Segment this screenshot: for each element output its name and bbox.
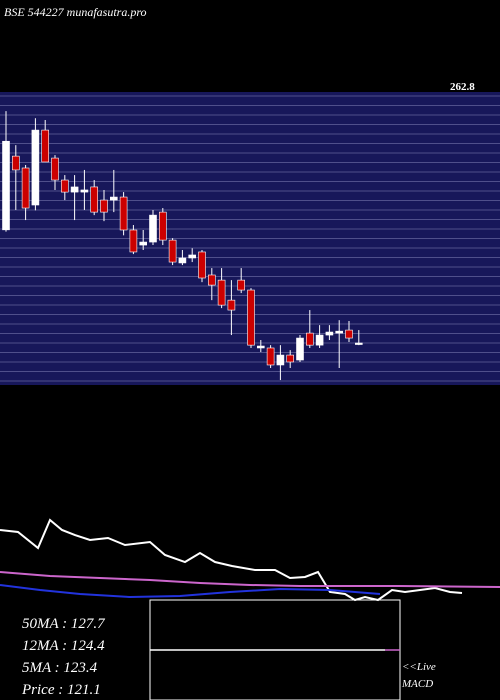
candle-body [178,257,187,264]
candle-body [51,157,59,181]
macd-live: <<Live [402,661,436,673]
candle-body [276,354,285,366]
candle-body [315,334,324,346]
candle-body [149,214,157,243]
candle-body [286,354,295,363]
candle-body [159,211,167,241]
candle-body [12,155,20,171]
candle-body [100,199,108,213]
stat-line: 5MA : 123.4 [22,660,98,676]
chart-title: BSE 544227 munafasutra.pro [4,5,147,19]
candle-body [237,279,245,291]
candle-body [266,347,275,366]
candle-body [296,337,304,361]
stat-line: 50MA : 127.7 [22,616,106,632]
candle-body [21,167,30,209]
candle-body [60,179,69,193]
candle-body [80,189,89,193]
y-tick-label: 262.8 [450,81,475,93]
candle-body [227,299,236,311]
candle-body [90,186,98,213]
candle-body [247,289,255,346]
candle-body [119,196,128,231]
candle-body [256,345,265,349]
candle-body [345,329,353,339]
candle-body [31,129,40,206]
candle-body [217,279,226,306]
candle-body [198,251,206,279]
candle-body [335,330,344,334]
candle-body [305,332,314,346]
indicator-line [0,518,463,602]
candle-body [325,331,334,336]
candle-body [168,239,177,263]
candle-body [139,241,147,246]
candle-body [2,140,10,231]
candle-body [354,342,363,345]
candle-body [208,274,216,286]
candle-body [70,186,79,193]
stat-line: Price : 121.1 [21,682,101,698]
candle-body [41,129,50,163]
stat-line: 12MA : 124.4 [22,638,105,654]
macd-label: MACD [401,678,433,690]
candle-body [110,196,118,201]
indicator-line [0,571,500,589]
candle-body [129,229,138,253]
indicator-line [0,583,381,599]
candle-body [188,254,196,259]
